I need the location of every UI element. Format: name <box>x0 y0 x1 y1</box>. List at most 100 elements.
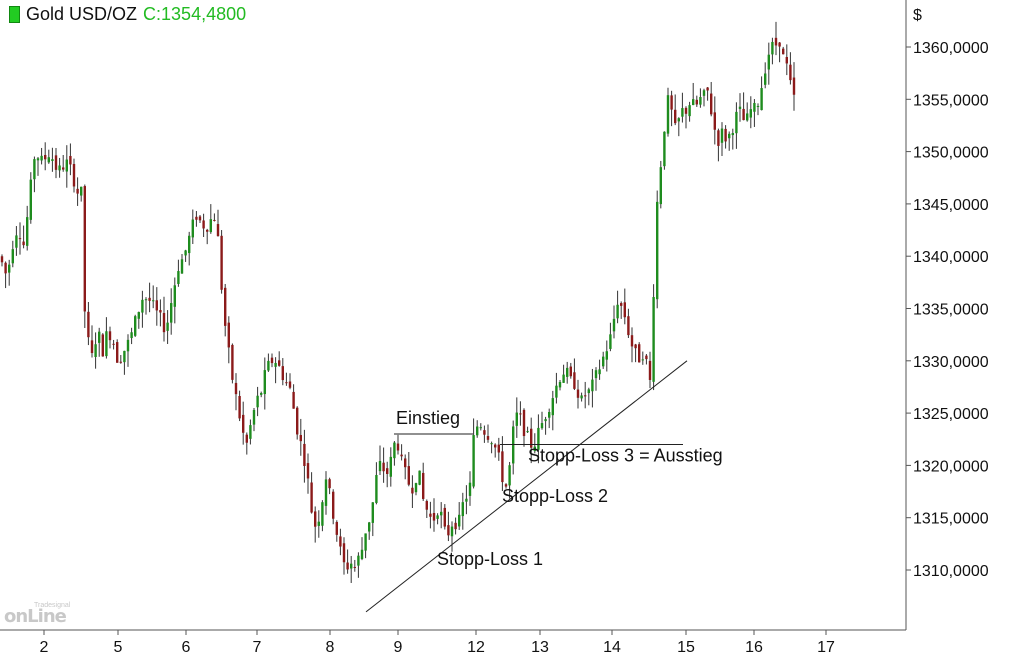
candle <box>245 432 248 455</box>
candle <box>357 552 360 578</box>
candle <box>364 533 367 559</box>
candle <box>368 521 371 540</box>
x-tick-label: 9 <box>394 639 403 656</box>
candle <box>746 102 749 122</box>
candle <box>638 342 641 363</box>
candle <box>195 211 198 227</box>
candle <box>684 106 688 129</box>
y-tick-label: 1335,0000 <box>913 302 989 319</box>
candle <box>177 259 180 287</box>
candle <box>497 437 500 461</box>
candle <box>353 559 356 572</box>
candle <box>148 282 151 313</box>
candle <box>519 401 522 426</box>
candle <box>569 362 572 379</box>
x-tick-label: 2 <box>40 639 49 656</box>
chart-legend: Gold USD/OZ C:1354,4800 <box>9 4 246 25</box>
currency-label: $ <box>913 7 922 24</box>
x-tick-label: 16 <box>745 639 763 656</box>
candle <box>663 131 666 170</box>
candle <box>450 521 454 552</box>
candle <box>479 423 482 431</box>
candle <box>472 418 475 489</box>
candle <box>144 297 148 315</box>
candle <box>494 443 497 458</box>
candle <box>382 447 385 483</box>
x-tick-label: 15 <box>677 639 695 656</box>
x-tick-label: 8 <box>326 639 335 656</box>
candle <box>501 436 504 491</box>
candle <box>314 506 317 543</box>
candle <box>576 379 580 409</box>
candle <box>537 414 540 464</box>
candle <box>666 87 670 137</box>
candle <box>436 513 439 525</box>
candle <box>72 158 76 193</box>
x-tick-label: 12 <box>467 639 485 656</box>
candle <box>659 160 662 209</box>
candle <box>580 392 583 402</box>
candle <box>742 92 745 121</box>
candle <box>407 452 410 487</box>
candle <box>587 387 590 406</box>
candle <box>584 381 587 409</box>
candle <box>526 426 529 434</box>
candle <box>220 230 223 294</box>
candle <box>324 471 328 515</box>
candles <box>0 21 796 583</box>
candle <box>231 343 234 384</box>
candle <box>404 454 407 480</box>
candle <box>414 482 418 496</box>
candle <box>792 62 796 111</box>
candle <box>468 471 472 506</box>
candle <box>162 296 166 342</box>
candle <box>191 209 194 245</box>
x-tick-label: 14 <box>603 639 621 656</box>
candle <box>692 82 695 106</box>
instrument-name: Gold USD/OZ <box>26 4 138 24</box>
candle <box>101 333 104 357</box>
candle <box>562 364 565 383</box>
candle <box>342 537 346 575</box>
candle <box>227 316 230 364</box>
annotations: Einstieg Stopp-Loss 3 = Ausstieg Stopp-Los… <box>365 360 723 613</box>
candle <box>40 147 43 165</box>
x-tick-label: 13 <box>531 639 549 656</box>
candle <box>108 326 112 349</box>
candle <box>130 327 133 345</box>
candle <box>648 351 652 389</box>
candle <box>33 156 36 193</box>
candle <box>83 184 86 329</box>
candle <box>454 517 457 535</box>
candle <box>306 453 310 494</box>
logo-text: onLine <box>4 606 67 627</box>
candle <box>69 143 72 176</box>
candle <box>515 397 518 438</box>
candle <box>0 254 4 267</box>
candle <box>602 351 605 369</box>
candle <box>731 128 734 150</box>
candle <box>288 373 292 390</box>
candle <box>137 311 140 329</box>
annotation-label: Stopp-Loss 3 = Ausstieg <box>528 445 723 465</box>
candle <box>677 117 680 137</box>
candle <box>710 81 713 117</box>
candle <box>476 420 479 438</box>
candle <box>594 367 598 391</box>
candle <box>789 52 792 85</box>
candle <box>627 308 630 338</box>
candle <box>558 380 562 391</box>
candle <box>429 501 432 529</box>
candle <box>656 190 659 309</box>
candle <box>411 475 414 508</box>
candle <box>119 354 122 364</box>
candle <box>51 147 54 172</box>
candle <box>393 441 396 466</box>
candle <box>296 406 299 440</box>
x-tick-label: 6 <box>182 639 191 656</box>
candle <box>522 408 526 447</box>
candle <box>339 528 342 556</box>
candle <box>44 142 47 171</box>
candle <box>62 155 65 172</box>
candle <box>724 125 727 149</box>
